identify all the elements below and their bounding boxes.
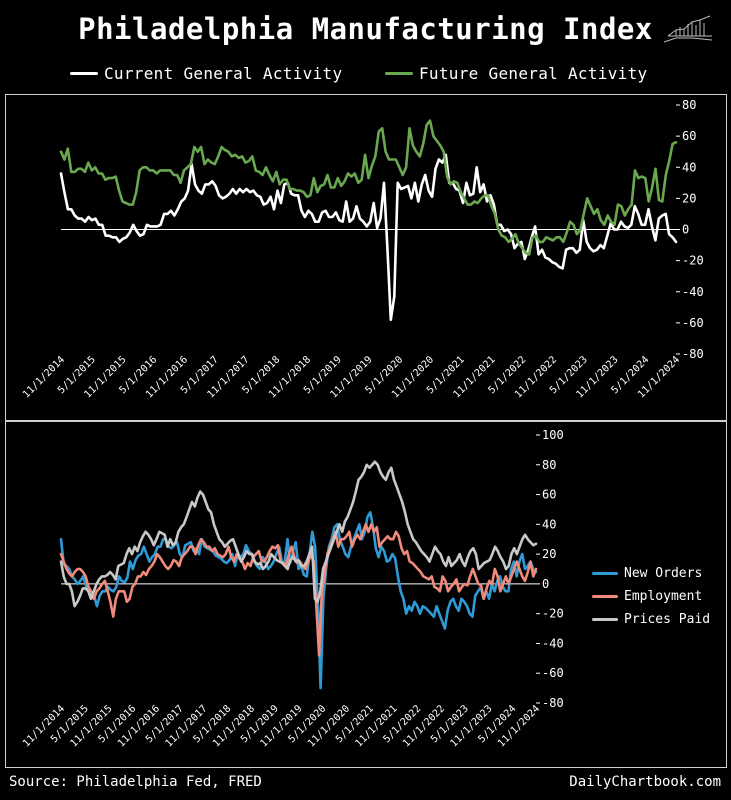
y-tick-label: 20 <box>542 547 556 561</box>
y-tick-label: 40 <box>682 160 696 174</box>
legend-current-general-activity: Current General Activity <box>70 64 342 83</box>
top-legend: Current General Activity Future General … <box>0 64 731 86</box>
y-tick-label: -80 <box>682 347 704 361</box>
site-credit: DailyChartbook.com <box>569 774 721 790</box>
legend-label: Prices Paid <box>624 612 711 627</box>
bottom-chart-svg: 100806040200-20-40-60-8011/1/20145/1/201… <box>21 428 564 749</box>
legend-label: Current General Activity <box>104 64 343 83</box>
legend-employment: Employment <box>592 585 710 608</box>
legend-future-general-activity: Future General Activity <box>385 64 647 83</box>
y-tick-label: 80 <box>682 98 696 112</box>
y-tick-label: -40 <box>542 636 564 650</box>
y-tick-label: 60 <box>682 129 696 143</box>
legend-swatch <box>70 72 98 75</box>
y-tick-label: 100 <box>542 428 564 442</box>
bottom-legend: New Orders Employment Prices Paid <box>592 562 710 631</box>
bottom-chart-panel: 100 80 60 40 20 0 -20 -40 -60 -80 11/1/2014 5/1/201… <box>5 420 727 768</box>
y-tick-label: 20 <box>682 191 696 205</box>
legend-swatch <box>592 618 618 621</box>
series-line-new-orders <box>59 511 538 690</box>
footer: Source: Philadelphia Fed, FRED DailyChar… <box>0 770 731 800</box>
daily-chartbook-logo <box>663 15 713 43</box>
chart-title: Philadelphia Manufacturing Index <box>78 12 653 46</box>
legend-label: Employment <box>624 589 703 604</box>
legend-prices-paid: Prices Paid <box>592 608 710 631</box>
y-tick-label: -60 <box>682 316 704 330</box>
top-chart-panel: 80 60 40 20 0 -20 -40 -60 -80 11/1/2014 5/1/2015 11… <box>5 94 727 422</box>
top-chart-svg: 806040200-20-40-60-8011/1/20145/1/201511… <box>21 98 704 400</box>
legend-swatch <box>385 72 413 75</box>
legend-swatch <box>592 595 618 598</box>
legend-label: New Orders <box>624 566 703 581</box>
source-note: Source: Philadelphia Fed, FRED <box>9 774 262 790</box>
y-tick-label: 0 <box>682 223 689 237</box>
y-tick-label: 80 <box>542 458 556 472</box>
series-line-employment <box>59 523 538 657</box>
legend-new-orders: New Orders <box>592 562 710 585</box>
series-line-prices-paid <box>59 460 538 608</box>
y-tick-label: 60 <box>542 488 556 502</box>
y-tick-label: -40 <box>682 285 704 299</box>
y-tick-label: 0 <box>542 577 549 591</box>
y-tick-label: -80 <box>542 696 564 710</box>
y-tick-label: -20 <box>682 254 704 268</box>
series-line-future-general-activity <box>59 119 678 256</box>
y-tick-label: 40 <box>542 517 556 531</box>
y-tick-label: -20 <box>542 607 564 621</box>
legend-swatch <box>592 572 618 575</box>
legend-label: Future General Activity <box>419 64 648 83</box>
series-line-current-general-activity <box>59 153 678 322</box>
y-tick-label: -60 <box>542 666 564 680</box>
